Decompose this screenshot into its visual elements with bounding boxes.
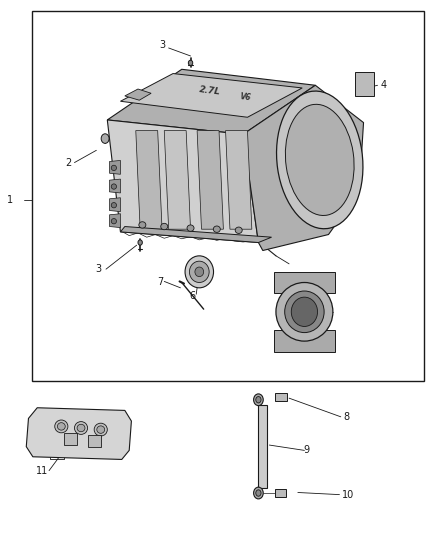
Text: 6: 6 bbox=[190, 291, 196, 301]
Ellipse shape bbox=[94, 423, 107, 436]
Ellipse shape bbox=[138, 240, 142, 245]
Ellipse shape bbox=[195, 267, 204, 277]
Text: 3: 3 bbox=[95, 264, 102, 274]
Polygon shape bbox=[110, 179, 120, 193]
Text: 4: 4 bbox=[380, 80, 386, 90]
Ellipse shape bbox=[101, 134, 109, 143]
Ellipse shape bbox=[139, 222, 146, 228]
Ellipse shape bbox=[111, 184, 117, 189]
Bar bbox=[258, 405, 267, 488]
Polygon shape bbox=[110, 160, 120, 174]
Text: 1: 1 bbox=[7, 195, 13, 205]
Text: 8: 8 bbox=[343, 412, 349, 422]
Bar bbox=[64, 433, 77, 445]
Ellipse shape bbox=[254, 394, 263, 406]
Ellipse shape bbox=[286, 104, 354, 215]
Ellipse shape bbox=[77, 424, 85, 432]
Bar bbox=[274, 272, 335, 293]
Ellipse shape bbox=[256, 397, 261, 403]
Polygon shape bbox=[120, 74, 302, 117]
Polygon shape bbox=[125, 89, 151, 100]
Ellipse shape bbox=[57, 423, 65, 430]
Ellipse shape bbox=[161, 223, 168, 230]
Text: 7: 7 bbox=[157, 278, 163, 287]
Bar bbox=[32, 11, 424, 381]
Bar bbox=[275, 489, 286, 497]
Ellipse shape bbox=[74, 422, 88, 434]
Polygon shape bbox=[136, 131, 162, 229]
Ellipse shape bbox=[213, 226, 220, 232]
Text: V6: V6 bbox=[239, 92, 251, 102]
Ellipse shape bbox=[111, 219, 117, 224]
Text: 10: 10 bbox=[342, 490, 354, 499]
Ellipse shape bbox=[285, 291, 324, 333]
Ellipse shape bbox=[291, 297, 318, 326]
Polygon shape bbox=[120, 227, 272, 243]
Ellipse shape bbox=[190, 261, 209, 282]
Ellipse shape bbox=[97, 426, 105, 433]
Bar bbox=[88, 435, 101, 447]
Ellipse shape bbox=[55, 420, 68, 433]
Polygon shape bbox=[107, 120, 258, 243]
Ellipse shape bbox=[185, 256, 214, 288]
Polygon shape bbox=[26, 408, 131, 459]
Text: 2: 2 bbox=[65, 158, 71, 167]
Ellipse shape bbox=[188, 60, 193, 66]
Polygon shape bbox=[164, 131, 191, 229]
Ellipse shape bbox=[254, 487, 263, 499]
Bar bbox=[275, 393, 287, 401]
Polygon shape bbox=[197, 131, 223, 229]
Polygon shape bbox=[110, 198, 120, 212]
Text: 3: 3 bbox=[159, 41, 165, 50]
Ellipse shape bbox=[256, 490, 261, 496]
Polygon shape bbox=[355, 72, 374, 96]
Ellipse shape bbox=[235, 227, 242, 233]
Text: 5: 5 bbox=[328, 331, 334, 341]
Ellipse shape bbox=[276, 91, 363, 229]
Ellipse shape bbox=[111, 203, 117, 208]
Bar bbox=[274, 330, 335, 352]
Ellipse shape bbox=[111, 165, 117, 171]
Text: 9: 9 bbox=[304, 446, 310, 455]
Polygon shape bbox=[107, 69, 315, 134]
Text: 11: 11 bbox=[35, 466, 48, 475]
Polygon shape bbox=[226, 131, 252, 229]
Ellipse shape bbox=[187, 225, 194, 231]
Polygon shape bbox=[110, 214, 120, 228]
Ellipse shape bbox=[276, 282, 333, 341]
Text: 2.7L: 2.7L bbox=[199, 85, 222, 96]
Polygon shape bbox=[243, 85, 364, 251]
